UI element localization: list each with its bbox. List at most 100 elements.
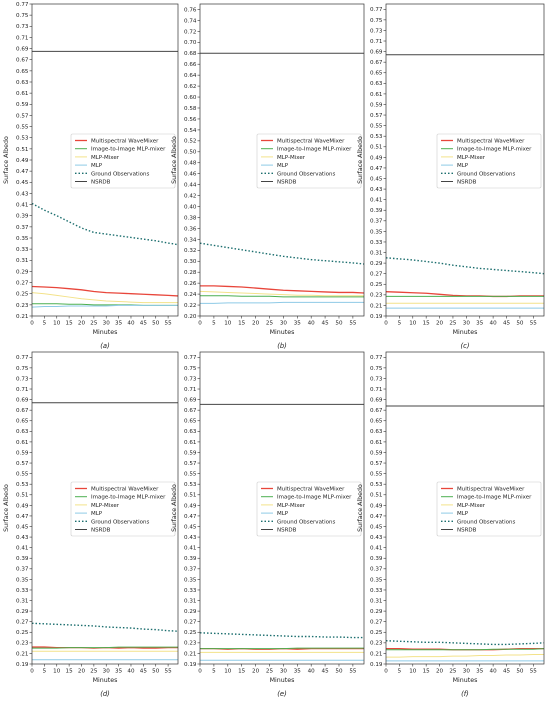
y-tick-label: 0.28 (184, 270, 197, 276)
legend-label: MLP-Mixer (457, 503, 486, 509)
y-tick-label: 0.71 (370, 39, 383, 45)
plot-frame (199, 3, 365, 317)
y-axis-label: Surface Albedo (171, 484, 178, 532)
y-tick-label: 0.40 (184, 204, 197, 210)
y-tick-label: 0.41 (370, 546, 383, 552)
y-tick-label: 0.34 (184, 237, 197, 243)
y-tick-label: 0.30 (184, 259, 197, 265)
series-line-ground-observations (385, 257, 545, 275)
legend-label: MLP (91, 163, 103, 169)
y-tick-label: 0.61 (184, 440, 197, 446)
x-tick-label: 20 (78, 669, 86, 675)
x-tick-label: 50 (335, 321, 343, 327)
x-tick-label: 35 (476, 321, 484, 327)
x-tick-label: 0 (30, 321, 34, 327)
x-tick-label: 45 (140, 321, 148, 327)
legend-label: Ground Observations (91, 171, 149, 177)
legend-label: Multispectral WaveMixer (457, 139, 525, 145)
y-tick-label: 0.65 (370, 419, 383, 425)
legend-label: Image-to-Image MLP-mixer (91, 495, 166, 501)
y-tick-label: 0.31 (16, 598, 29, 604)
y-tick-label: 0.69 (184, 397, 197, 403)
legend-label: MLP (277, 511, 289, 517)
y-tick-label: 0.61 (16, 91, 29, 97)
y-tick-label: 0.55 (184, 472, 197, 478)
y-tick-label: 0.43 (184, 535, 197, 541)
legend-label: NSRDB (277, 528, 297, 534)
y-tick-label: 0.23 (16, 641, 29, 647)
y-tick-label: 0.56 (184, 117, 197, 123)
y-tick-label: 0.55 (16, 124, 29, 130)
x-tick-label: 5 (43, 321, 47, 327)
plot-frame (31, 351, 179, 665)
x-tick-label: 25 (266, 321, 274, 327)
x-tick-label: 10 (53, 669, 61, 675)
y-tick-label: 0.31 (16, 258, 29, 264)
x-tick-label: 5 (398, 669, 402, 675)
x-tick-label: 0 (198, 321, 202, 327)
series-line-multispectral-wavemixer (385, 291, 544, 298)
y-tick-label: 0.46 (184, 172, 197, 178)
legend-label: MLP-Mixer (91, 155, 120, 161)
y-tick-label: 0.23 (370, 293, 383, 299)
legend-label: NSRDB (91, 528, 111, 534)
x-tick-label: 20 (78, 321, 86, 327)
x-tick-label: 55 (349, 669, 357, 675)
chart-panel-4: 0.19 0.21 0.23 0.25 0.27 0.29 0.31 0.33 0.35 0.37… (3, 351, 179, 698)
x-tick-label: 5 (212, 321, 216, 327)
y-tick-label: 0.71 (184, 387, 197, 393)
y-tick-label: 0.49 (370, 503, 383, 509)
y-tick-label: 0.57 (16, 461, 29, 467)
panel-label: (c) (460, 342, 469, 350)
x-tick-label: 30 (103, 321, 111, 327)
y-tick-label: 0.73 (370, 376, 383, 382)
y-tick-label: 0.53 (370, 134, 383, 140)
y-tick-label: 0.43 (16, 191, 29, 197)
x-tick-label: 35 (115, 669, 123, 675)
x-tick-label: 30 (280, 669, 288, 675)
y-tick-label: 0.61 (16, 440, 29, 446)
legend-label: MLP (457, 511, 469, 517)
x-tick-label: 10 (224, 669, 232, 675)
panel-label: (f) (461, 690, 469, 698)
y-tick-label: 0.37 (184, 567, 197, 573)
x-tick-label: 40 (308, 669, 316, 675)
y-tick-label: 0.57 (370, 461, 383, 467)
x-tick-label: 40 (127, 669, 135, 675)
y-tick-label: 0.51 (370, 145, 383, 151)
y-tick-label: 0.66 (184, 62, 197, 68)
legend-label: MLP (457, 163, 469, 169)
x-tick-label: 50 (516, 669, 524, 675)
plot-frame (385, 351, 545, 665)
y-tick-label: 0.23 (370, 641, 383, 647)
legend-box (70, 481, 176, 537)
x-tick-label: 5 (212, 669, 216, 675)
legend-label: Ground Observations (457, 171, 515, 177)
y-tick-label: 0.55 (370, 472, 383, 478)
x-tick-label: 35 (476, 669, 484, 675)
x-tick-label: 40 (490, 669, 498, 675)
legend-box (256, 481, 362, 537)
y-tick-label: 0.59 (370, 450, 383, 456)
y-tick-label: 0.45 (16, 180, 29, 186)
x-tick-label: 40 (127, 321, 135, 327)
x-tick-label: 0 (30, 669, 34, 675)
legend-label: Image-to-Image MLP-mixer (277, 495, 352, 501)
y-tick-label: 0.64 (184, 73, 197, 79)
y-tick-label: 0.41 (16, 202, 29, 208)
y-tick-label: 0.57 (184, 461, 197, 467)
y-tick-label: 0.49 (16, 158, 29, 164)
y-tick-label: 0.54 (184, 128, 197, 134)
y-tick-label: 0.59 (370, 102, 383, 108)
legend-label: Multispectral WaveMixer (277, 487, 345, 493)
y-tick-label: 0.43 (370, 187, 383, 193)
y-tick-label: 0.39 (184, 556, 197, 562)
legend-box (256, 133, 362, 189)
x-tick-label: 30 (280, 321, 288, 327)
panel-label: (a) (100, 342, 109, 350)
y-tick-label: 0.45 (16, 524, 29, 530)
y-tick-label: 0.63 (184, 429, 197, 435)
y-tick-label: 0.51 (370, 493, 383, 499)
series-line-mlp (200, 301, 364, 304)
y-tick-label: 0.77 (16, 355, 29, 361)
